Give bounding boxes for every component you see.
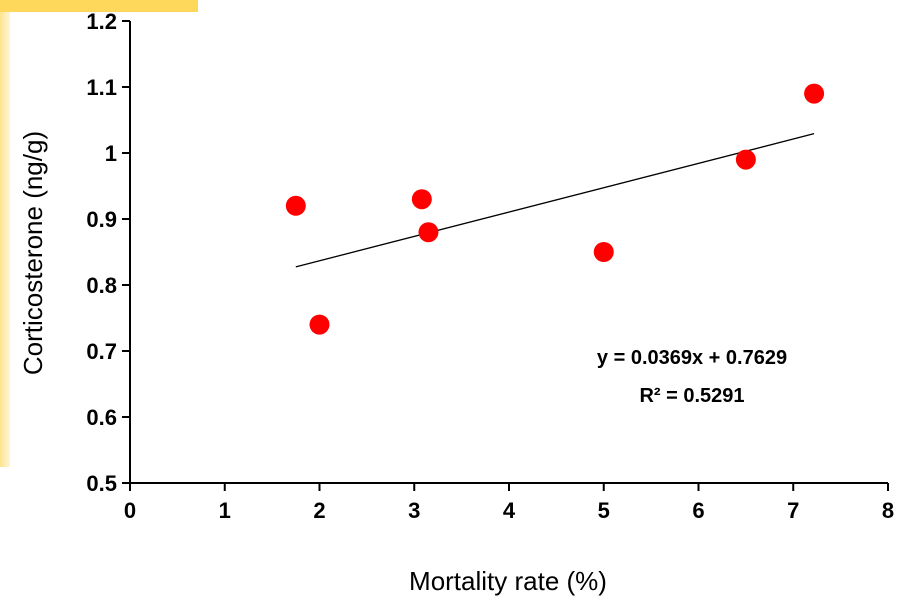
x-tick-label: 1	[219, 498, 231, 523]
x-tick-label: 8	[882, 498, 894, 523]
x-tick-label: 4	[503, 498, 516, 523]
data-point	[285, 195, 306, 216]
y-tick-label: 0.5	[86, 471, 117, 496]
y-tick-label: 1.1	[86, 75, 117, 100]
x-tick-label: 6	[692, 498, 704, 523]
trendline-equation: y = 0.0369x + 0.7629	[597, 347, 787, 369]
data-point	[418, 222, 439, 243]
decorative-yellow-band-left	[0, 12, 10, 467]
x-tick-label: 2	[313, 498, 325, 523]
plot-area: 0.5 0.6 0.7 0.8 0.9 1 1.1 1.2 0 1 2 3 4 5 6 7 8	[86, 9, 894, 523]
data-point	[804, 83, 825, 104]
decorative-yellow-band-top	[0, 0, 198, 12]
data-point	[735, 149, 756, 170]
x-tick-label: 5	[598, 498, 610, 523]
y-tick-label: 0.8	[86, 273, 117, 298]
data-point	[309, 314, 330, 335]
y-axis-title: Corticosterone (ng/g)	[18, 131, 48, 375]
y-tick-label: 0.7	[86, 339, 117, 364]
data-point	[593, 242, 614, 262]
trendline	[295, 133, 815, 268]
x-tick-label: 3	[408, 498, 420, 523]
y-tick-label: 0.9	[86, 207, 117, 232]
data-point	[411, 189, 432, 210]
y-tick-label: 1	[105, 141, 117, 166]
x-tick-label: 7	[787, 498, 799, 523]
x-axis-title: Mortality rate (%)	[409, 566, 607, 596]
y-tick-label: 1.2	[86, 9, 117, 34]
trendline-r-squared: R² = 0.5291	[639, 385, 744, 407]
x-tick-label: 0	[124, 498, 136, 523]
y-tick-label: 0.6	[86, 405, 117, 430]
